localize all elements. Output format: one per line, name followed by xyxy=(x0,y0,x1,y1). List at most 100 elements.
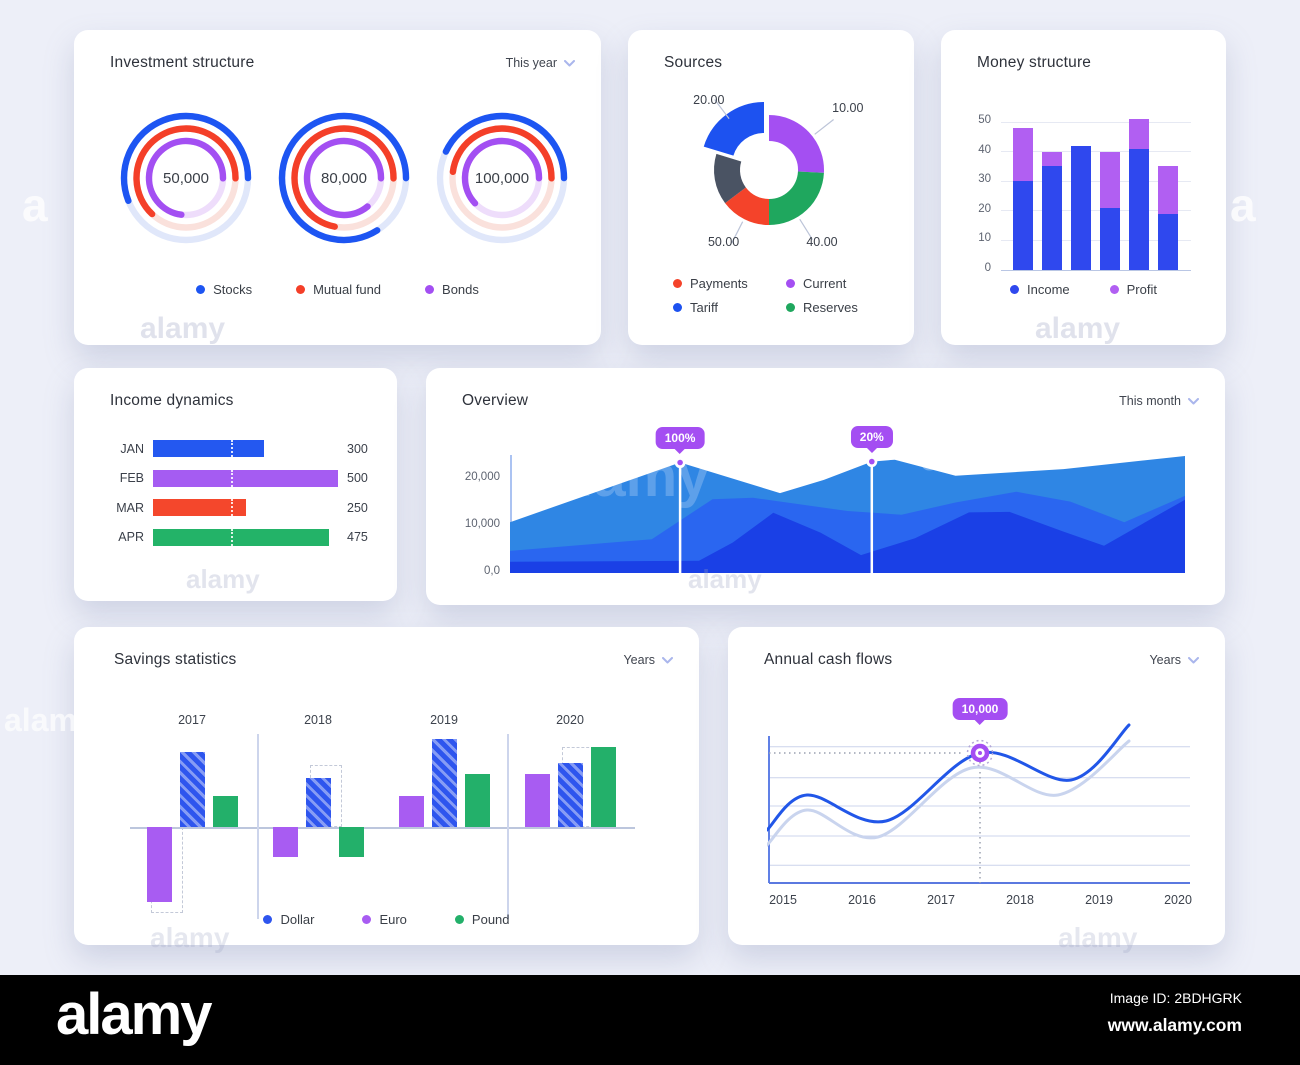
cashflow-tooltip: 10,000 xyxy=(952,698,1008,725)
gauge-80000: 80,000 xyxy=(274,108,414,248)
card-title-overview: Overview xyxy=(462,392,529,409)
alamy-url-text: www.alamy.com xyxy=(1107,1015,1242,1035)
years-dropdown-savings-label: Years xyxy=(623,653,655,667)
card-title-money-structure: Money structure xyxy=(977,54,1092,71)
savings-legend: Dollar Euro Pound xyxy=(74,912,699,927)
legend-label: Stocks xyxy=(213,282,253,297)
sources-donut-chart xyxy=(703,99,834,244)
cashflow-year-2020: 2020 xyxy=(1164,893,1192,907)
money-bar-profit-1 xyxy=(1013,127,1033,182)
this-year-dropdown-label: This year xyxy=(505,56,557,70)
legend-dot-bonds xyxy=(425,285,435,294)
legend-dot-profit xyxy=(1109,285,1119,294)
legend-item-income: Income xyxy=(1010,282,1070,297)
chevron-down-icon xyxy=(564,59,575,66)
income-row-mar: MAR 250 xyxy=(114,493,394,523)
income-value-mar: 250 xyxy=(347,500,368,515)
gridline-30 xyxy=(1001,180,1191,182)
cashflow-line-primary xyxy=(767,723,1131,832)
savings-year-2019: 2019 xyxy=(430,713,458,727)
card-income-dynamics: Income dynamics JAN 300 FEB 500 MAR 250 APR 475 xyxy=(74,368,397,601)
overview-ytick-00: 0,0 xyxy=(484,565,500,577)
overview-marker-tooltip-1: 100% xyxy=(655,426,705,454)
savings-bar-pound-2020 xyxy=(590,746,616,827)
this-month-dropdown[interactable]: This month xyxy=(1119,394,1199,408)
legend-dot-tariff xyxy=(673,303,682,312)
sources-legend: Payments Current Tariff Reserves xyxy=(673,276,858,315)
alamy-logo: alamy xyxy=(56,982,212,1047)
gridline-10 xyxy=(1001,239,1191,241)
money-bar-income-1 xyxy=(1013,181,1033,270)
legend-dot-payments xyxy=(673,279,682,288)
legend-label: Current xyxy=(803,276,847,291)
card-title-sources: Sources xyxy=(664,54,723,71)
legend-item-dollar: Dollar xyxy=(263,912,314,927)
this-year-dropdown[interactable]: This year xyxy=(506,56,575,70)
savings-bar-euro-2017 xyxy=(146,827,172,902)
money-bar-income-3 xyxy=(1071,145,1091,270)
income-label-apr: APR xyxy=(118,530,144,545)
pie-callout-payments: 50.00 xyxy=(707,235,740,249)
pie-callout-current: 10.00 xyxy=(832,101,864,116)
watermark: a xyxy=(1230,179,1256,231)
legend-item-bonds: Bonds xyxy=(425,282,479,297)
chevron-down-icon xyxy=(1188,656,1199,663)
legend-label: Euro xyxy=(379,912,407,927)
savings-bar-pound-2019 xyxy=(464,774,490,827)
money-bar-profit-4 xyxy=(1100,151,1120,208)
legend-label: Pound xyxy=(471,912,510,927)
overview-marker-tooltip-2: 20% xyxy=(850,425,893,453)
legend-dot-stocks xyxy=(196,285,206,294)
cashflow-year-2019: 2019 xyxy=(1085,893,1113,907)
income-marker-line xyxy=(230,499,233,517)
legend-dot-reserves xyxy=(786,303,795,312)
ytick-0: 0 xyxy=(984,262,991,274)
savings-group-separator-2 xyxy=(507,734,509,919)
income-label-feb: FEB xyxy=(119,471,144,486)
cashflow-year-2018: 2018 xyxy=(1006,893,1034,907)
legend-label: Mutual fund xyxy=(313,282,382,297)
income-marker-line xyxy=(230,528,233,546)
income-marker-line xyxy=(230,440,233,458)
pie-slice-reserves xyxy=(768,170,824,225)
savings-bar-dollar-2019 xyxy=(431,739,457,827)
income-dynamics-chart: JAN 300 FEB 500 MAR 250 APR 475 xyxy=(114,434,394,552)
gauge-rings: 50,000 xyxy=(120,112,252,244)
pie-callout-reserves: 40.00 xyxy=(806,235,838,249)
income-bar-jan xyxy=(153,440,264,458)
years-dropdown-savings[interactable]: Years xyxy=(623,653,673,667)
overview-ytick-20000: 20,000 xyxy=(464,471,500,483)
years-dropdown-cashflows[interactable]: Years xyxy=(1149,653,1199,667)
chevron-down-icon xyxy=(662,656,673,663)
legend-label: Tariff xyxy=(690,300,718,315)
legend-label: Income xyxy=(1027,282,1070,297)
savings-statistics-chart xyxy=(74,732,699,927)
cash-flows-line-chart xyxy=(767,723,1190,884)
legend-item-profit: Profit xyxy=(1109,282,1157,297)
legend-dot-dollar xyxy=(263,915,273,924)
legend-label: Profit xyxy=(1126,282,1157,297)
savings-year-2017: 2017 xyxy=(178,713,206,727)
gridline-20 xyxy=(1001,210,1191,212)
gridline-40 xyxy=(1001,151,1191,153)
income-label-mar: MAR xyxy=(116,500,144,515)
area-layer-bottom xyxy=(510,499,1185,573)
income-label-jan: JAN xyxy=(120,441,144,456)
legend-label: Payments xyxy=(690,276,748,291)
legend-label: Bonds xyxy=(442,282,479,297)
ytick-30: 30 xyxy=(978,173,991,186)
income-value-jan: 300 xyxy=(347,441,368,456)
card-investment-structure: Investment structure This year 50,000 80,… xyxy=(74,30,601,345)
pie-slice-other xyxy=(714,153,747,204)
legend-item-tariff: Tariff xyxy=(673,300,786,315)
money-bar-profit-5 xyxy=(1129,119,1149,149)
card-savings-statistics: Savings statistics Years Dollar Euro Pound… xyxy=(74,627,699,945)
gauge-rings: 80,000 xyxy=(278,112,410,244)
overview-area-chart xyxy=(510,455,1185,573)
cashflow-year-2015: 2015 xyxy=(769,893,797,907)
legend-item-payments: Payments xyxy=(673,276,786,291)
cashflow-year-2016: 2016 xyxy=(848,893,876,907)
legend-dot-income xyxy=(1010,285,1019,294)
savings-bar-pound-2018 xyxy=(338,827,364,857)
